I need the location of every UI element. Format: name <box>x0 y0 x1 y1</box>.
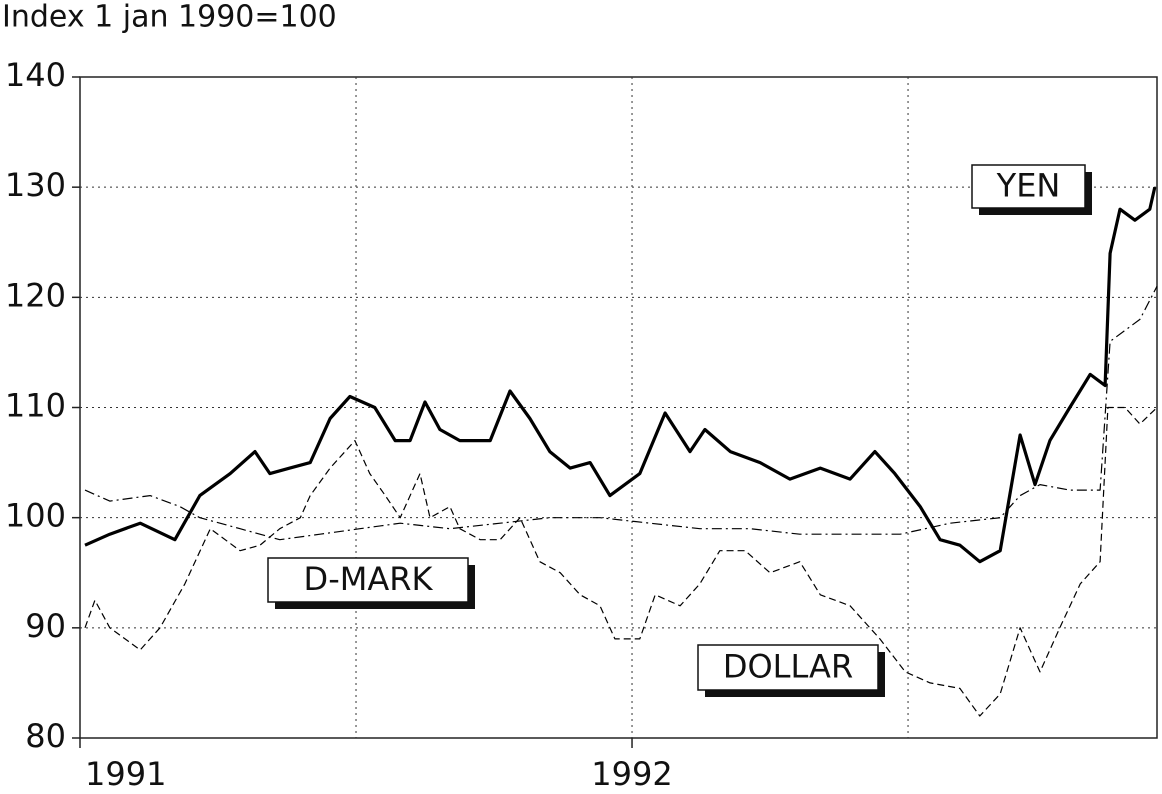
x-tick-label: 1991 <box>85 755 166 793</box>
series-line <box>84 286 1158 541</box>
label-box <box>267 557 469 603</box>
series-line <box>84 186 1157 564</box>
series-label: D-MARK <box>304 560 434 598</box>
series-label: YEN <box>996 167 1061 205</box>
y-tick-label: 110 <box>5 387 66 425</box>
y-tick-label: 90 <box>25 607 66 645</box>
y-tick-label: 80 <box>25 717 66 755</box>
y-tick-label: 100 <box>5 497 66 535</box>
y-tick-label: 140 <box>5 56 66 94</box>
label-box <box>697 644 879 691</box>
series-label: DOLLAR <box>723 648 853 686</box>
label-box <box>971 164 1086 209</box>
series-line <box>84 406 1158 717</box>
y-tick-label: 130 <box>5 166 66 204</box>
chart-title: Index 1 jan 1990=100 <box>2 0 337 35</box>
x-tick-label: 1992 <box>591 755 672 793</box>
y-tick-label: 120 <box>5 276 66 314</box>
